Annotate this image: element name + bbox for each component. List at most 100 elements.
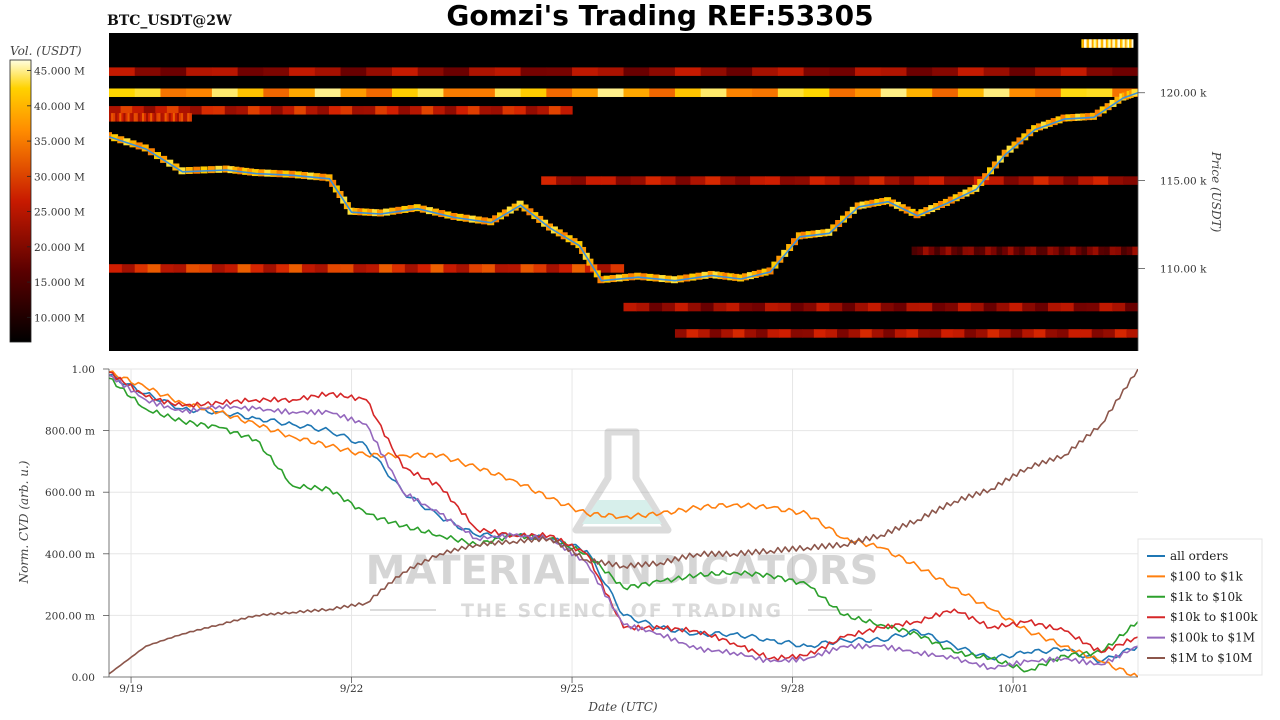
heatmap-hot-cell: [640, 273, 648, 281]
heatmap-band-cell: [173, 264, 187, 273]
heatmap-hot-cell: [468, 215, 476, 223]
heatmap-band-cell: [172, 113, 176, 122]
heatmap-band-cell: [1086, 302, 1101, 312]
heatmap-band-cell: [1099, 39, 1102, 48]
heatmap-hot-cell: [357, 208, 365, 216]
heatmap-band-cell: [1045, 329, 1058, 338]
heatmap-band-cell: [600, 176, 617, 185]
heatmap-band-cell: [158, 113, 162, 122]
heatmap-band-cell: [803, 67, 830, 76]
heatmap-band-cell: [514, 106, 527, 115]
heatmap-band-cell: [1093, 176, 1109, 185]
heatmap-band-cell: [1091, 329, 1104, 338]
heatmap-band-cell: [824, 176, 841, 185]
heatmap-band-cell: [154, 113, 157, 122]
heatmap-hot-cell: [111, 134, 119, 142]
heatmap-hot-cell: [1021, 133, 1029, 141]
heatmap-band-cell: [1002, 246, 1009, 256]
flask-liquid-icon: [582, 500, 662, 524]
heatmap-band-cell: [1127, 39, 1130, 48]
heatmap-band-cell: [867, 302, 882, 312]
heatmap-band-cell: [546, 264, 560, 273]
legend-box: [1137, 538, 1263, 676]
heatmap-band-cell: [572, 67, 599, 76]
heatmap-band-cell: [327, 264, 342, 273]
heatmap-band-cell: [1087, 39, 1090, 48]
heatmap-hot-cell: [511, 203, 519, 211]
heatmap-band-cell: [932, 67, 959, 76]
heatmap-hot-cell: [1026, 129, 1034, 137]
heatmap-band-cell: [794, 176, 811, 185]
heatmap-band-cell: [767, 329, 780, 338]
heatmap-band-cell: [675, 176, 691, 185]
heatmap-band-cell: [939, 246, 947, 256]
heatmap-band-cell: [1047, 302, 1062, 312]
heatmap-band-cell: [842, 302, 856, 312]
heatmap-hot-cell: [677, 275, 685, 283]
price-tick-label: 120.00 k: [1160, 88, 1207, 100]
cvd-x-tick-label: 10/01: [998, 683, 1028, 695]
heatmap-hot-cell: [432, 208, 440, 216]
heatmap-band-cell: [932, 88, 959, 97]
heatmap-hot-cell: [996, 155, 1004, 163]
heatmap-band-cell: [469, 67, 496, 76]
heatmap-hot-cell: [501, 209, 509, 217]
colorbar-tick-label: 10.000 M: [34, 312, 85, 324]
heatmap-band-cell: [1036, 246, 1043, 256]
heatmap-band-cell: [237, 67, 264, 76]
heatmap-hot-cell: [352, 207, 360, 215]
heatmap-band-cell: [1104, 39, 1107, 48]
heatmap-band-cell: [964, 329, 977, 338]
colorbar-tick-label: 45.000 M: [34, 66, 85, 78]
heatmap-band-cell: [894, 329, 908, 338]
heatmap-band-cell: [837, 329, 850, 338]
heatmap-hot-cell: [232, 166, 240, 174]
symbol-label: BTC_USDT@2W: [107, 13, 232, 29]
heatmap-band-cell: [1022, 302, 1036, 312]
heatmap-band-cell: [1114, 39, 1117, 48]
heatmap-band-cell: [597, 67, 625, 76]
heatmap-band-cell: [1083, 39, 1086, 48]
heatmap-band-cell: [1089, 39, 1092, 48]
heatmap-band-cell: [732, 329, 746, 338]
heatmap-hot-cell: [670, 276, 678, 284]
heatmap-hot-cell: [506, 206, 514, 214]
heatmap-band-cell: [211, 264, 226, 273]
heatmap-band-cell: [398, 106, 411, 115]
heatmap-band-cell: [755, 329, 769, 338]
heatmap-band-cell: [645, 176, 662, 185]
legend-label: $10k to $100k: [1170, 610, 1258, 624]
heatmap-band-cell: [146, 113, 149, 122]
heatmap-band-cell: [1126, 39, 1129, 48]
heatmap-band-cell: [880, 88, 908, 97]
heatmap-band-cell: [546, 67, 573, 76]
heatmap-band-cell: [479, 106, 492, 115]
heatmap-band-cell: [1082, 39, 1085, 48]
heatmap-hot-cell: [270, 169, 278, 177]
heatmap-band-cell: [777, 88, 805, 97]
heatmap-band-cell: [956, 246, 964, 256]
heatmap-hot-cell: [977, 179, 985, 187]
heatmap-band-cell: [945, 302, 959, 312]
heatmap-hot-cell: [276, 170, 284, 178]
heatmap-band-cell: [363, 106, 376, 115]
heatmap-hot-cell: [215, 165, 223, 173]
heatmap-band-cell: [983, 67, 1010, 76]
heatmap-band-cell: [1007, 246, 1015, 256]
heatmap-band-cell: [744, 329, 757, 338]
heatmap-band-cell: [185, 113, 188, 122]
heatmap-band-cell: [990, 246, 998, 256]
heatmap-band-cell: [1035, 67, 1062, 76]
heatmap-band-cell: [893, 302, 908, 312]
heatmap-band-cell: [1108, 176, 1124, 185]
heatmap-band-cell: [404, 264, 419, 273]
heatmap-band-cell: [1056, 329, 1070, 338]
heatmap-band-cell: [294, 106, 307, 115]
watermark-line2: THE SCIENCE OF TRADING: [461, 600, 783, 622]
heatmap-band-cell: [721, 329, 734, 338]
heatmap-band-cell: [571, 176, 587, 185]
heatmap-hot-cell: [751, 270, 759, 278]
heatmap-band-cell: [111, 113, 114, 122]
heatmap-hot-cell: [987, 167, 994, 175]
heatmap-band-cell: [1003, 176, 1020, 185]
